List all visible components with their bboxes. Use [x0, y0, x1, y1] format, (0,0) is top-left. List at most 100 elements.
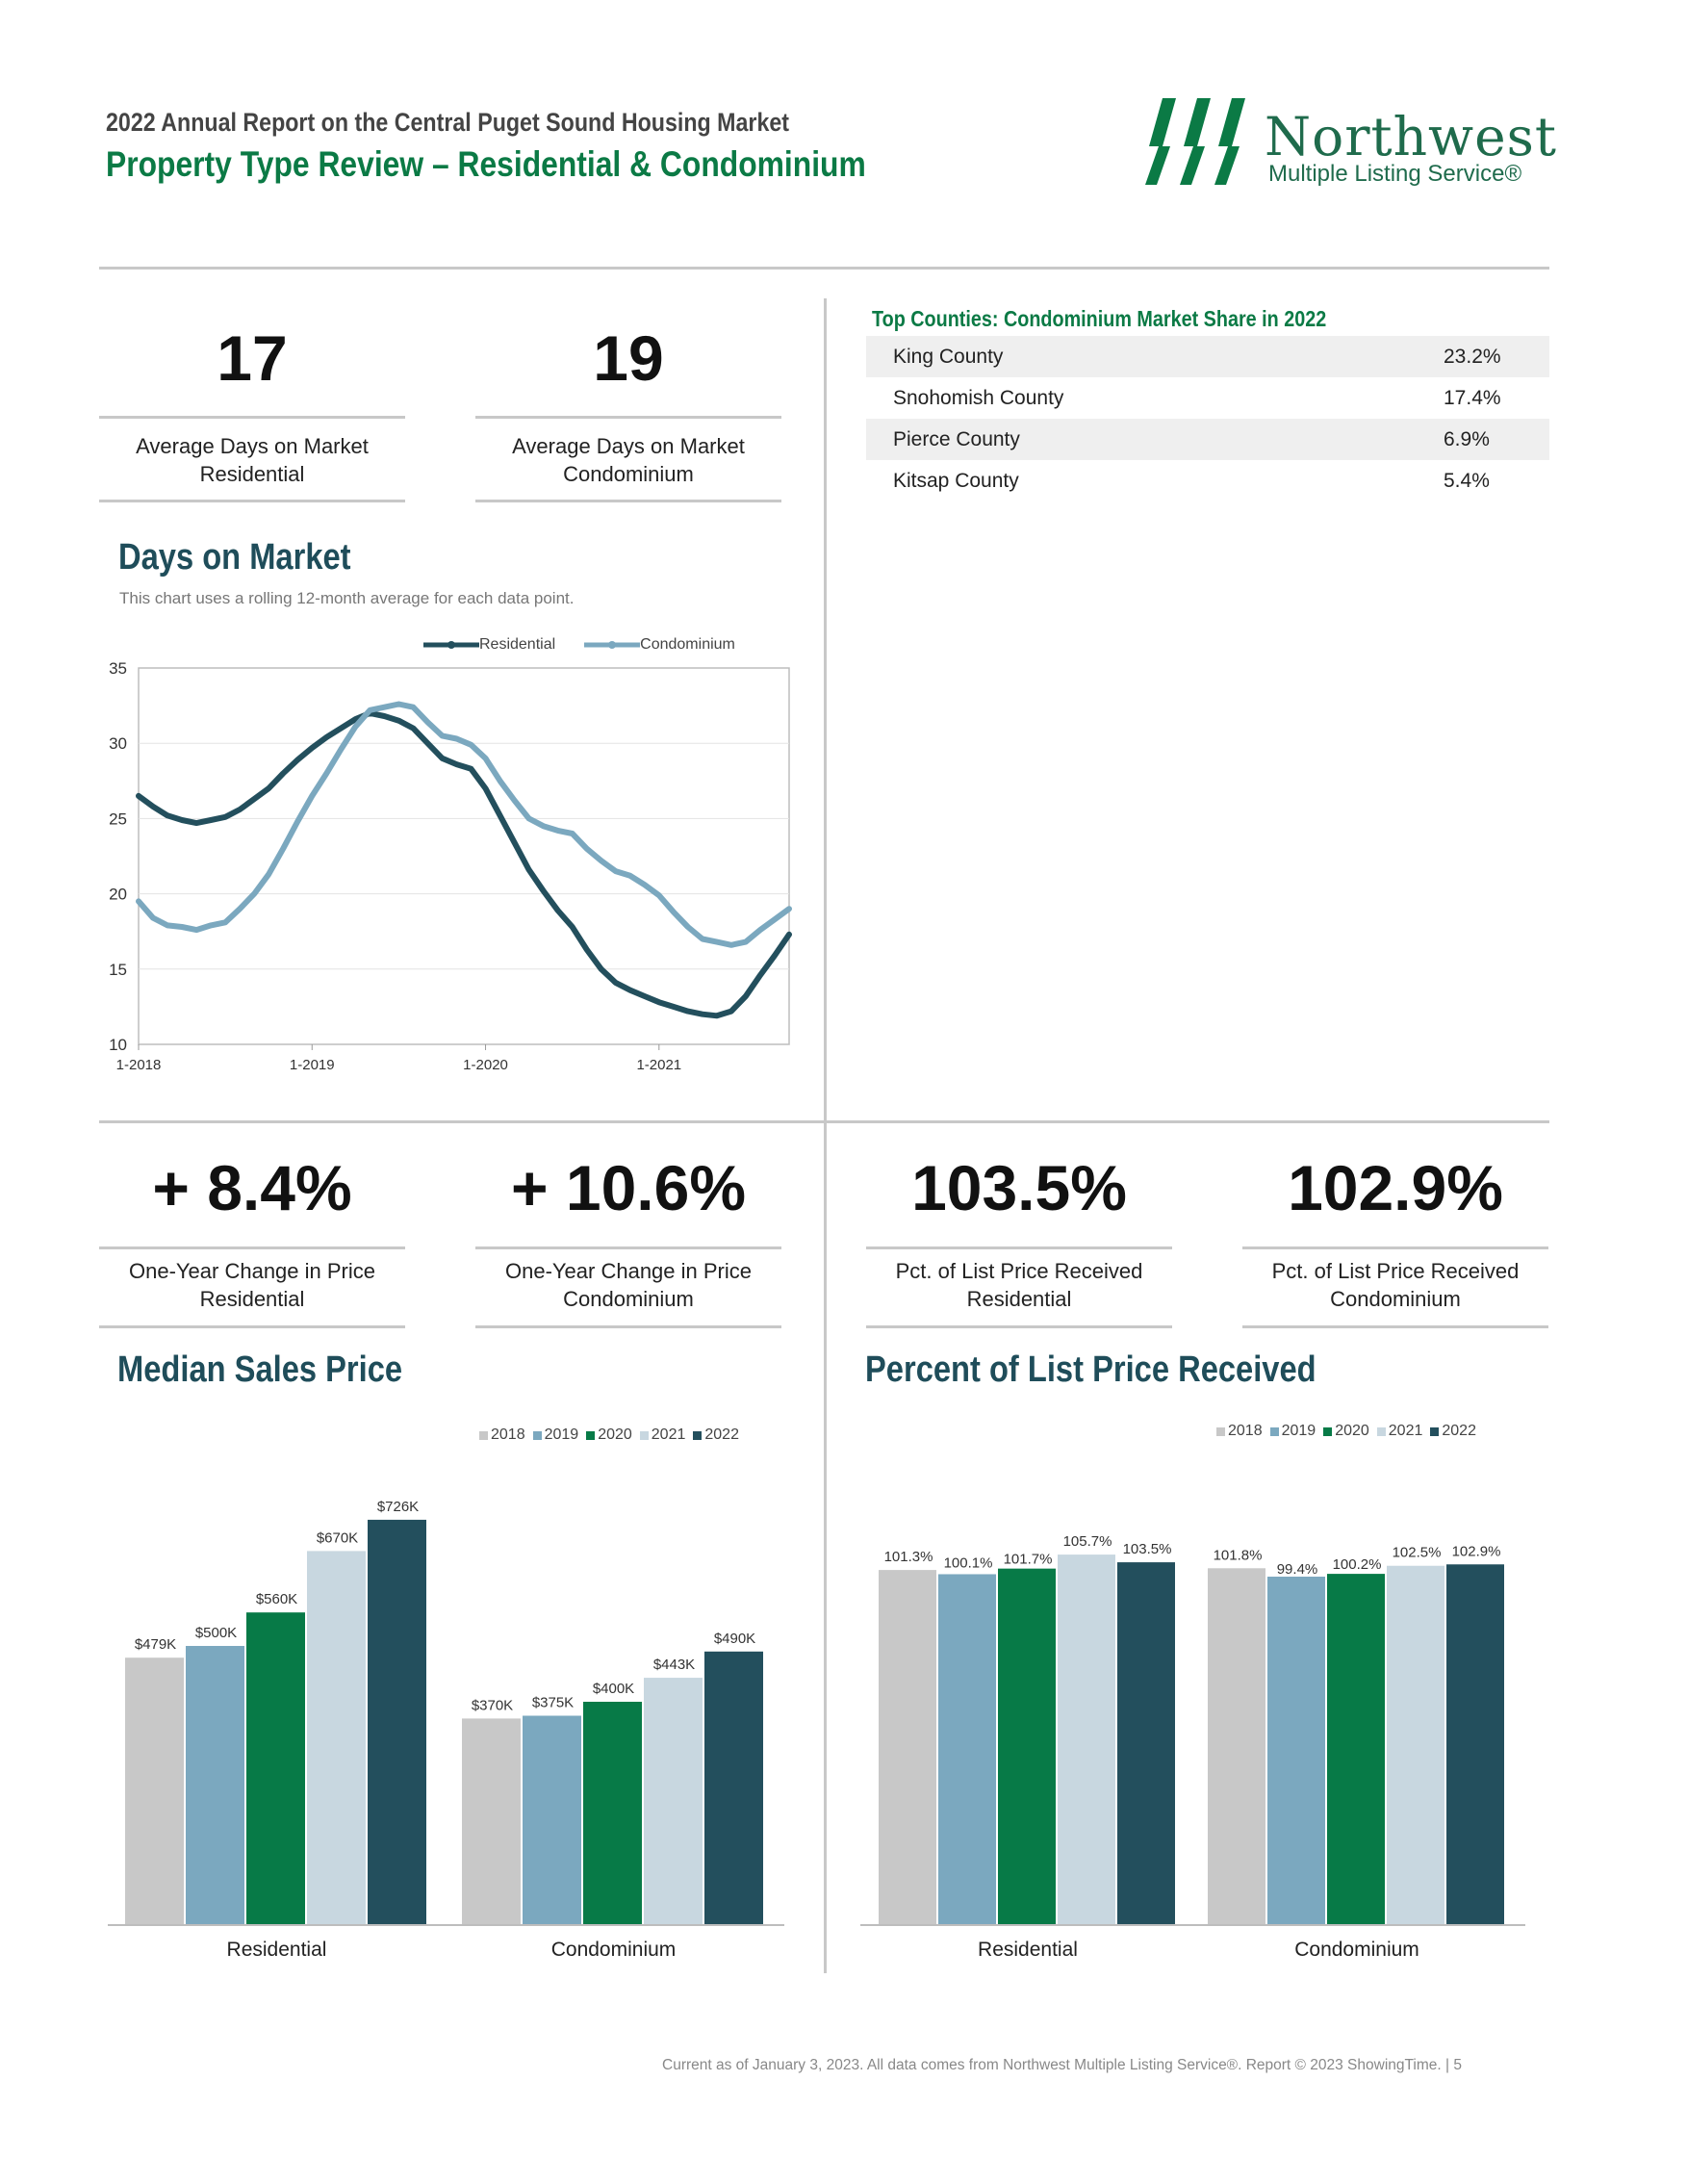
- stat-label-line2: Condominium: [563, 1287, 694, 1311]
- stat-rule: [1242, 1246, 1548, 1249]
- stat-rule: [475, 500, 781, 502]
- county-row: Kitsap County 5.4%: [866, 460, 1549, 501]
- legend-swatch: [693, 1430, 703, 1440]
- stat-rule: [475, 416, 781, 419]
- bar-residential-2021: [1058, 1554, 1115, 1925]
- county-share: 6.9%: [1444, 427, 1490, 450]
- bar-residential-2021: [307, 1551, 366, 1925]
- logo-subtitle: Multiple Listing Service®: [1268, 161, 1522, 187]
- legend-swatch: [479, 1430, 488, 1440]
- data-label: $370K: [472, 1697, 513, 1713]
- data-label: 102.9%: [1452, 1543, 1501, 1559]
- header-divider: [99, 267, 1549, 270]
- county-row: Pierce County 6.9%: [866, 419, 1549, 460]
- stat-value: 103.5%: [911, 1152, 1127, 1223]
- data-label: 101.3%: [884, 1549, 933, 1565]
- stat-value: 102.9%: [1288, 1152, 1503, 1223]
- footer-note: Current as of January 3, 2023. All data …: [662, 2057, 1462, 2073]
- legend-label: 2022: [704, 1426, 739, 1443]
- bar-condominium-2018: [1208, 1568, 1265, 1925]
- stat-rule: [866, 1246, 1172, 1249]
- legend-label: Residential: [479, 636, 556, 653]
- pct-legend: 2018 2019 2020 2021 2022: [1216, 1423, 1476, 1440]
- stat-value: + 10.6%: [510, 1152, 747, 1223]
- legend-item-2021: 2021: [639, 1426, 685, 1444]
- bar-residential-2018: [879, 1570, 936, 1925]
- stat-label: Average Days on Market Residential: [99, 432, 405, 488]
- legend-label: 2019: [544, 1426, 579, 1443]
- y-tick-label: 35: [109, 659, 127, 678]
- stat-label-line2: Condominium: [563, 462, 694, 486]
- county-row: Snohomish County 17.4%: [866, 377, 1549, 419]
- county-row: King County 23.2%: [866, 336, 1549, 377]
- y-tick-label: 10: [109, 1036, 127, 1054]
- data-label: $400K: [593, 1681, 634, 1697]
- data-label: $670K: [317, 1529, 358, 1546]
- bar-condominium-2022: [704, 1651, 763, 1925]
- nwmls-trees-logo-icon: [1145, 98, 1245, 185]
- days-on-market-chart: 1015202530351-20181-20191-20201-20211-20…: [109, 659, 792, 1073]
- stat-rule: [475, 1325, 781, 1328]
- data-label: 103.5%: [1123, 1541, 1172, 1557]
- data-label: 99.4%: [1277, 1561, 1318, 1578]
- legend-item-2020: 2020: [586, 1426, 632, 1444]
- county-name: Kitsap County: [893, 469, 1019, 492]
- county-share: 17.4%: [1444, 386, 1501, 409]
- percent-of-list-price-chart: 101.3% 100.1% 101.7% 105.7% 103.5% Residentia…: [860, 1533, 1525, 1961]
- dom-legend: Residential Condominium: [423, 636, 735, 654]
- series-line-condominium: [136, 701, 792, 948]
- county-name: King County: [893, 345, 1004, 368]
- legend-item-condominium: Condominium: [584, 636, 735, 654]
- data-label: $560K: [256, 1591, 297, 1607]
- bar-condominium-2018: [462, 1718, 521, 1925]
- stat-card-dom-residential: 17: [99, 321, 405, 395]
- y-tick-label: 25: [109, 809, 127, 828]
- series-line-residential: [136, 709, 792, 1019]
- dom-section-note: This chart uses a rolling 12-month avera…: [119, 589, 575, 607]
- column-divider: [824, 298, 827, 1973]
- stat-card-price-change-condo: + 10.6%: [475, 1151, 781, 1224]
- stat-label-line2: Residential: [199, 462, 305, 486]
- logo-name: Northwest: [1265, 106, 1558, 167]
- stat-value: 19: [593, 322, 664, 394]
- legend-label: 2019: [1281, 1423, 1316, 1439]
- legend-item-2022: 2022: [693, 1426, 739, 1444]
- bar-condominium-2021: [1387, 1565, 1444, 1925]
- plot-area: [138, 667, 790, 1045]
- category-label: Condominium: [1294, 1939, 1419, 1961]
- stat-label: One-Year Change in Price Condominium: [475, 1257, 781, 1313]
- report-subtitle: 2022 Annual Report on the Central Puget …: [106, 108, 790, 137]
- category-label: Residential: [978, 1939, 1078, 1961]
- legend-label: 2018: [1228, 1423, 1263, 1439]
- legend-item-2021: 2021: [1376, 1423, 1422, 1440]
- x-tick-label: 1-2018: [116, 1057, 162, 1073]
- legend-label: Condominium: [640, 636, 735, 653]
- stat-value: + 8.4%: [152, 1152, 352, 1223]
- data-label: $479K: [135, 1636, 176, 1653]
- data-label: 101.8%: [1214, 1547, 1263, 1563]
- stat-rule: [866, 1325, 1172, 1328]
- data-label: 100.1%: [944, 1554, 993, 1571]
- stat-label: Pct. of List Price Received Condominium: [1242, 1257, 1548, 1313]
- stat-value: 17: [217, 322, 288, 394]
- stat-rule: [99, 416, 405, 419]
- report-title: Property Type Review – Residential & Con…: [106, 144, 866, 184]
- bar-condominium-2021: [644, 1678, 703, 1925]
- stat-card-pct-list-condo: 102.9%: [1242, 1151, 1548, 1224]
- data-label: 105.7%: [1063, 1533, 1112, 1550]
- x-tick-label: 1-2021: [636, 1057, 681, 1073]
- legend-swatch: [586, 1430, 596, 1440]
- legend-line-residential-icon: [423, 641, 479, 649]
- bar-residential-2018: [125, 1657, 184, 1925]
- data-label: $375K: [532, 1695, 574, 1711]
- bar-residential-2019: [938, 1574, 996, 1925]
- bar-condominium-2020: [1327, 1574, 1385, 1925]
- stat-rule: [99, 500, 405, 502]
- bar-condominium-2019: [523, 1715, 581, 1925]
- category-label: Condominium: [551, 1939, 677, 1961]
- dom-section-title: Days on Market: [118, 537, 351, 578]
- legend-item-2018: 2018: [479, 1426, 525, 1444]
- legend-item-2019: 2019: [1269, 1423, 1316, 1440]
- legend-item-2022: 2022: [1430, 1423, 1476, 1440]
- legend-swatch: [532, 1430, 542, 1440]
